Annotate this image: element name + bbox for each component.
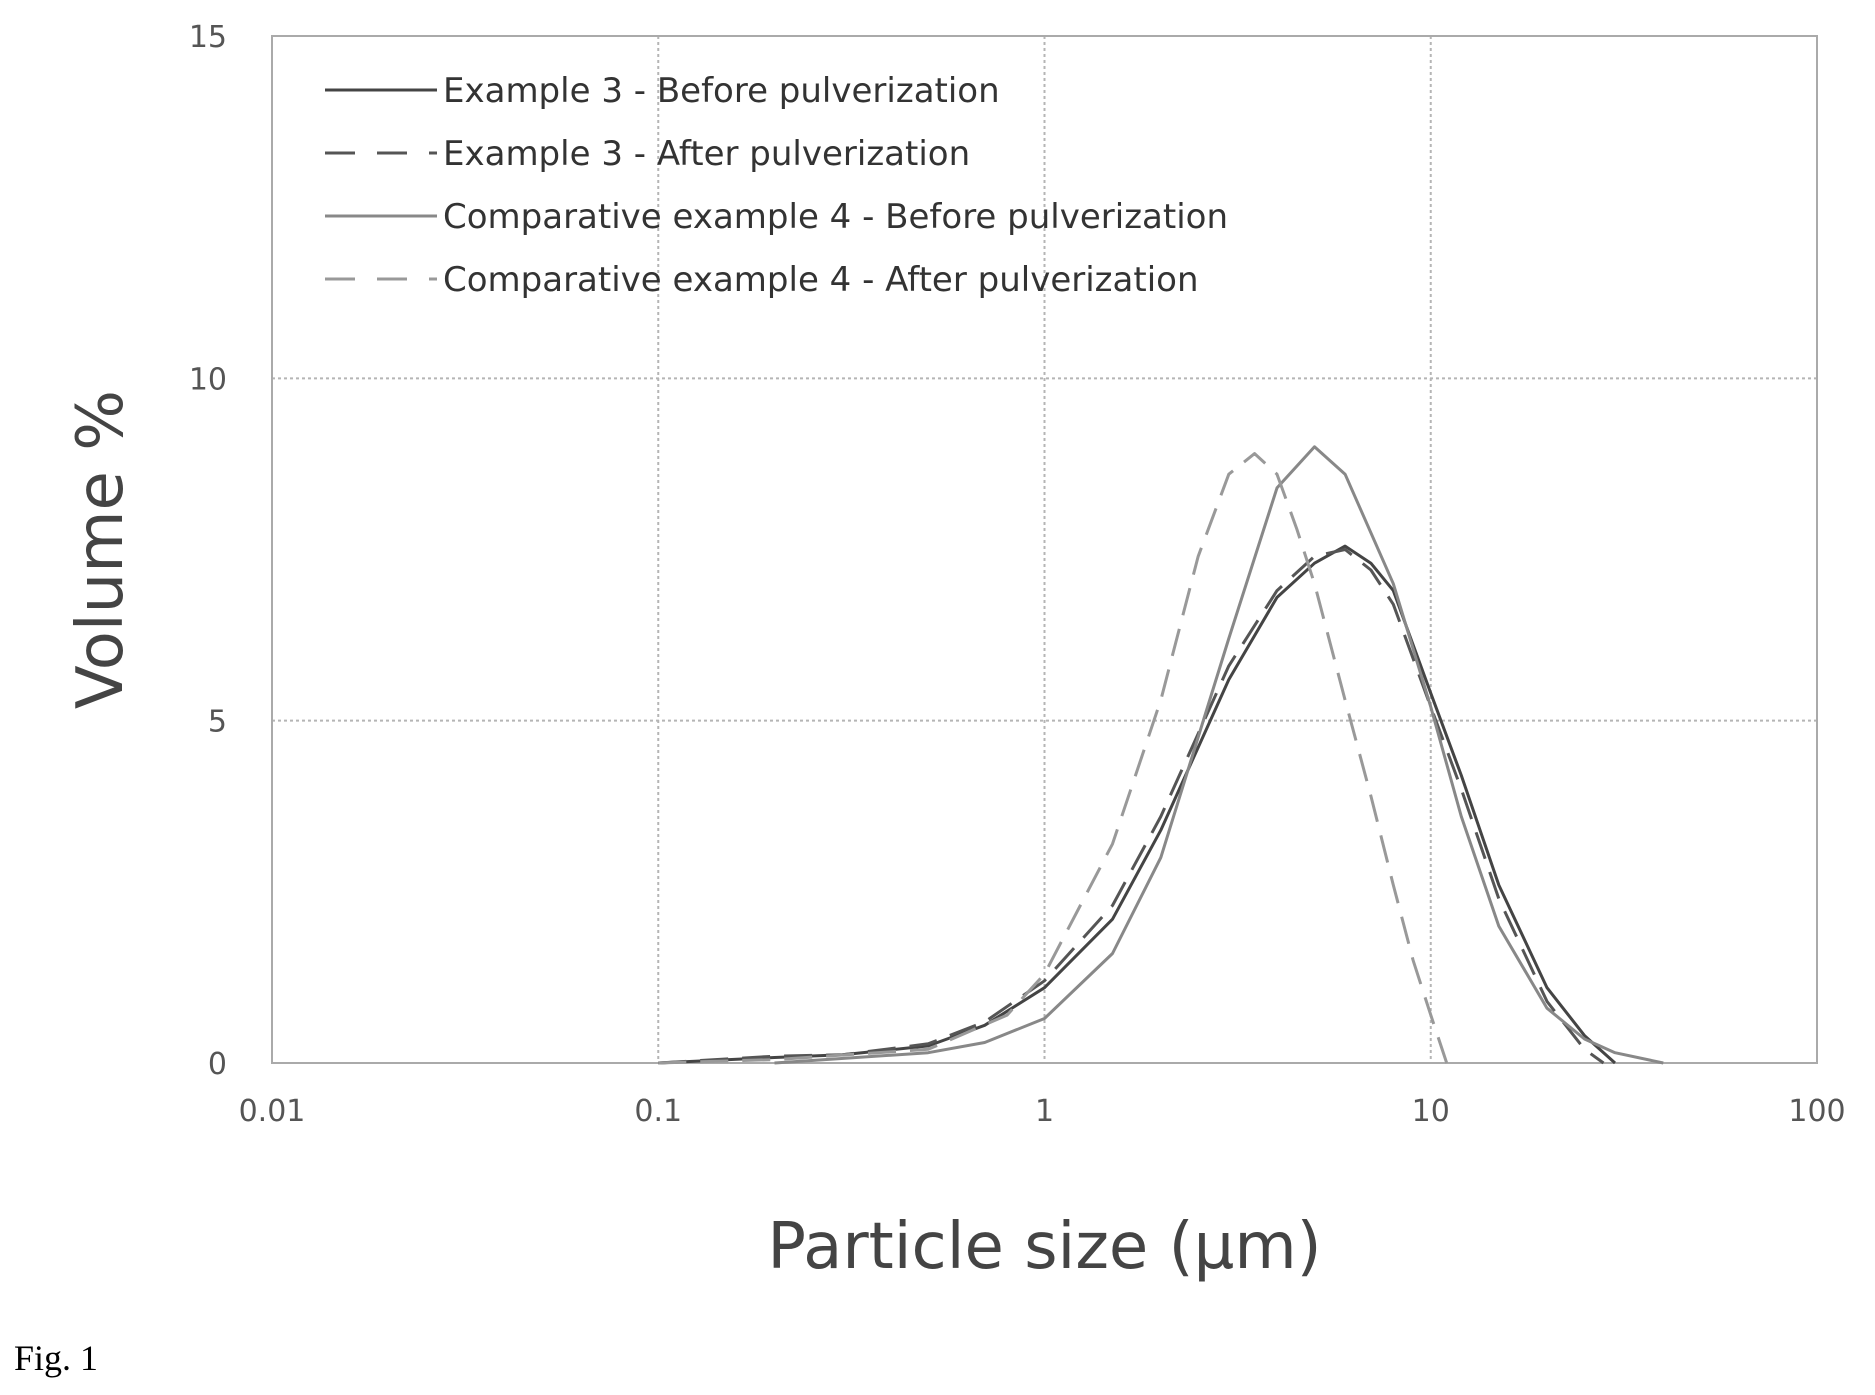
x-tick-labels: 0.01 0.1 1 10 100 (239, 1094, 1846, 1129)
legend-label-1: Example 3 - Before pulverization (443, 71, 1000, 111)
legend-label-2: Example 3 - After pulverization (443, 134, 970, 174)
legend: Example 3 - Before pulverization Example … (325, 71, 1228, 300)
y-tick-labels: 0 5 10 15 (189, 20, 227, 1082)
series-line-1 (658, 544, 1617, 1065)
plot-frame (271, 35, 1818, 1064)
series-line-2 (658, 548, 1605, 1065)
y-axis-title: Volume % (64, 390, 138, 709)
y-tick-label-1: 5 (208, 705, 227, 740)
legend-label-3: Comparative example 4 - Before pulveriza… (443, 197, 1228, 237)
series-line-4 (658, 452, 1449, 1065)
legend-label-4: Comparative example 4 - After pulverizat… (443, 260, 1199, 300)
x-tick-label-1: 0.1 (634, 1094, 682, 1129)
series-layer (658, 445, 1664, 1065)
figure-caption: Fig. 1 (14, 1338, 99, 1378)
x-tick-label-2: 1 (1035, 1094, 1054, 1129)
y-tick-label-0: 0 (208, 1047, 227, 1082)
series-line-3 (774, 445, 1664, 1065)
x-tick-label-4: 100 (1788, 1094, 1845, 1129)
x-tick-label-3: 10 (1412, 1094, 1450, 1129)
y-tick-label-2: 10 (189, 362, 227, 397)
grid-lines (271, 35, 1818, 1064)
x-axis-title: Particle size (μm) (767, 1210, 1321, 1284)
x-tick-label-0: 0.01 (239, 1094, 306, 1129)
y-tick-label-3: 15 (189, 20, 227, 55)
